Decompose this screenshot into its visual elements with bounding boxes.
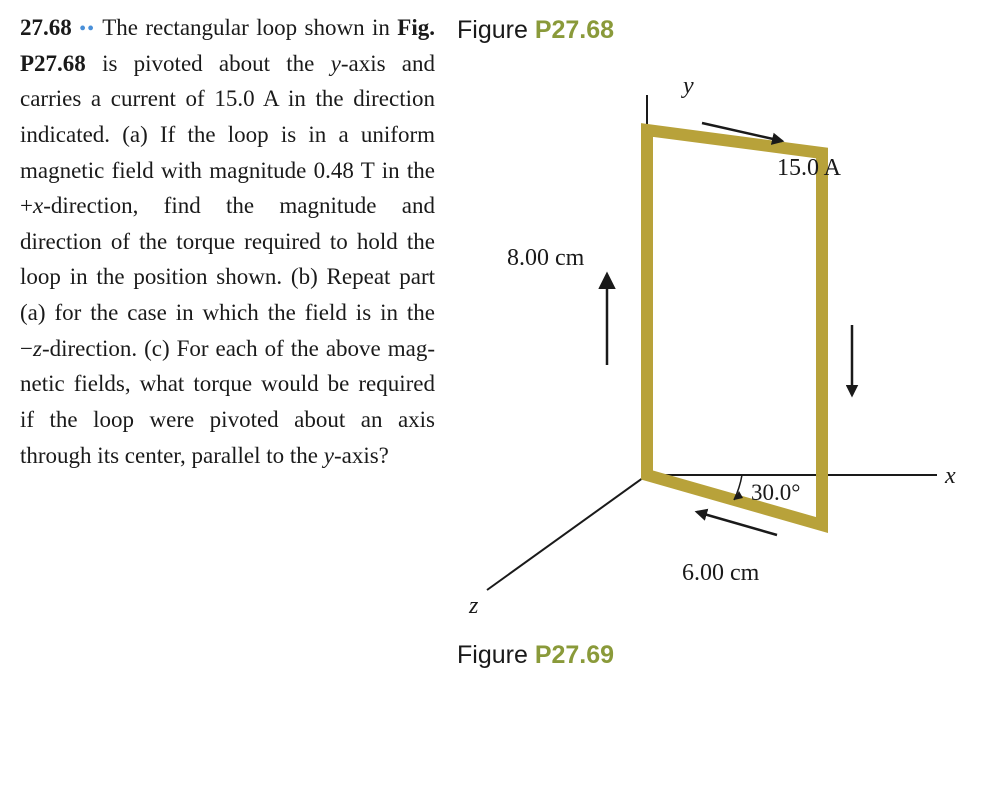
problem-text: 27.68 •• The rectangular loop shown in F… bbox=[20, 10, 447, 670]
angle-label: 30.0° bbox=[751, 480, 800, 505]
axis-x: x bbox=[33, 193, 43, 218]
z-axis bbox=[487, 475, 647, 590]
y-axis-label: y bbox=[681, 73, 694, 99]
width-label: 6.00 cm bbox=[682, 560, 760, 586]
axis-z: z bbox=[33, 336, 42, 361]
figure-prefix-2: Figure bbox=[457, 641, 535, 669]
figure-label-1: Figure P27.68 bbox=[457, 16, 967, 45]
text-segment: is pivoted about the bbox=[102, 51, 331, 76]
loop-rectangle bbox=[647, 130, 822, 525]
width-arrow bbox=[697, 512, 777, 535]
text-segment: -axis? bbox=[334, 443, 389, 468]
axis-y2: y bbox=[324, 443, 334, 468]
text-segment: The rectangular loop shown in bbox=[102, 15, 397, 40]
axis-y: y bbox=[331, 51, 341, 76]
x-axis-label: x bbox=[944, 463, 956, 489]
figure-label-2: Figure P27.69 bbox=[457, 641, 967, 670]
difficulty-dots: •• bbox=[79, 18, 95, 40]
figure-number: P27.68 bbox=[535, 16, 614, 44]
height-label: 8.00 cm bbox=[507, 245, 585, 271]
current-label: 15.0 A bbox=[777, 155, 842, 181]
figure-number-2: P27.69 bbox=[535, 641, 614, 669]
z-axis-label: z bbox=[468, 593, 479, 619]
problem-number: 27.68 bbox=[20, 15, 72, 40]
figure-prefix: Figure bbox=[457, 16, 535, 44]
figure-diagram: y x z 8.00 cm 15.0 A 6.00 cm bbox=[447, 45, 967, 635]
